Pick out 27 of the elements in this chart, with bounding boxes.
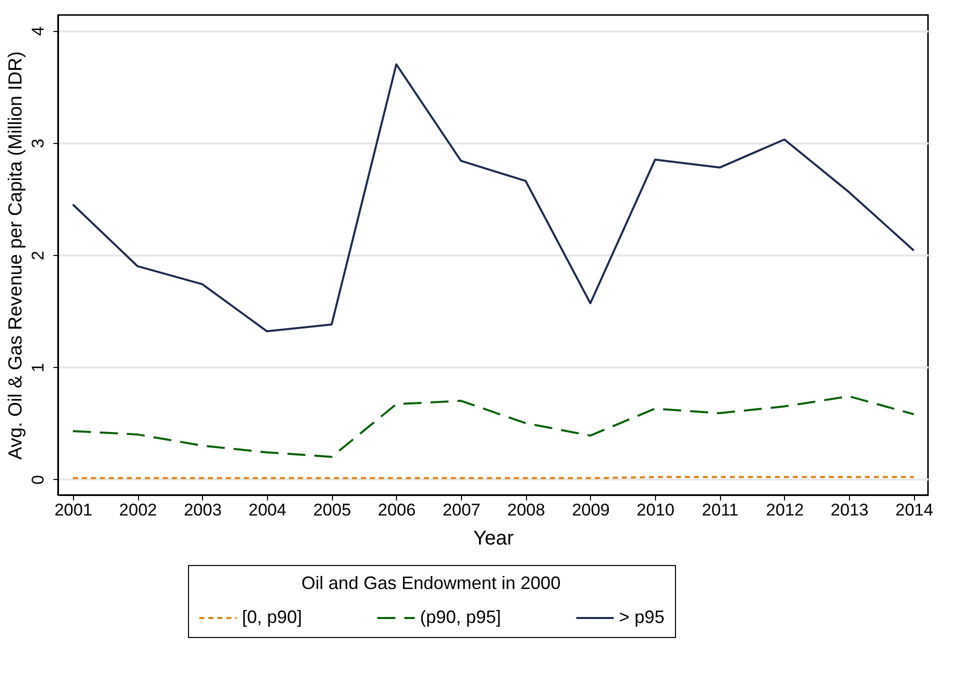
x-tick-label: 2001 [54, 500, 92, 520]
y-tick-label: 0 [28, 475, 48, 485]
legend-label: [0, p90] [242, 607, 302, 627]
x-tick-label: 2003 [184, 500, 222, 520]
x-tick-label: 2004 [248, 500, 286, 520]
y-axis-title: Avg. Oil & Gas Revenue per Capita (Million IDR) [6, 51, 26, 460]
x-tick-label: 2007 [442, 500, 480, 520]
y-tick-label: 4 [28, 26, 48, 36]
x-tick-label: 2006 [378, 500, 416, 520]
x-tick-label: 2013 [830, 500, 868, 520]
x-axis-title: Year [473, 528, 514, 550]
legend-label: (p90, p95] [420, 607, 502, 627]
x-tick-label: 2005 [313, 500, 352, 520]
y-tick-label: 1 [28, 362, 48, 372]
x-tick-label: 2011 [702, 500, 738, 520]
legend-title: Oil and Gas Endowment in 2000 [301, 573, 561, 593]
x-tick-label: 2014 [895, 500, 934, 520]
line-series [72, 63, 915, 332]
x-tick-label: 2008 [507, 500, 546, 520]
line-series [72, 395, 915, 458]
x-tick-label: 2012 [766, 500, 804, 520]
legend-label: > p95 [619, 607, 665, 627]
x-tick-label: 2002 [119, 500, 157, 520]
y-tick-label: 3 [28, 138, 48, 148]
y-tick-label: 2 [28, 250, 48, 260]
x-tick-label: 2009 [572, 500, 610, 520]
x-tick-label: 2010 [636, 500, 674, 520]
